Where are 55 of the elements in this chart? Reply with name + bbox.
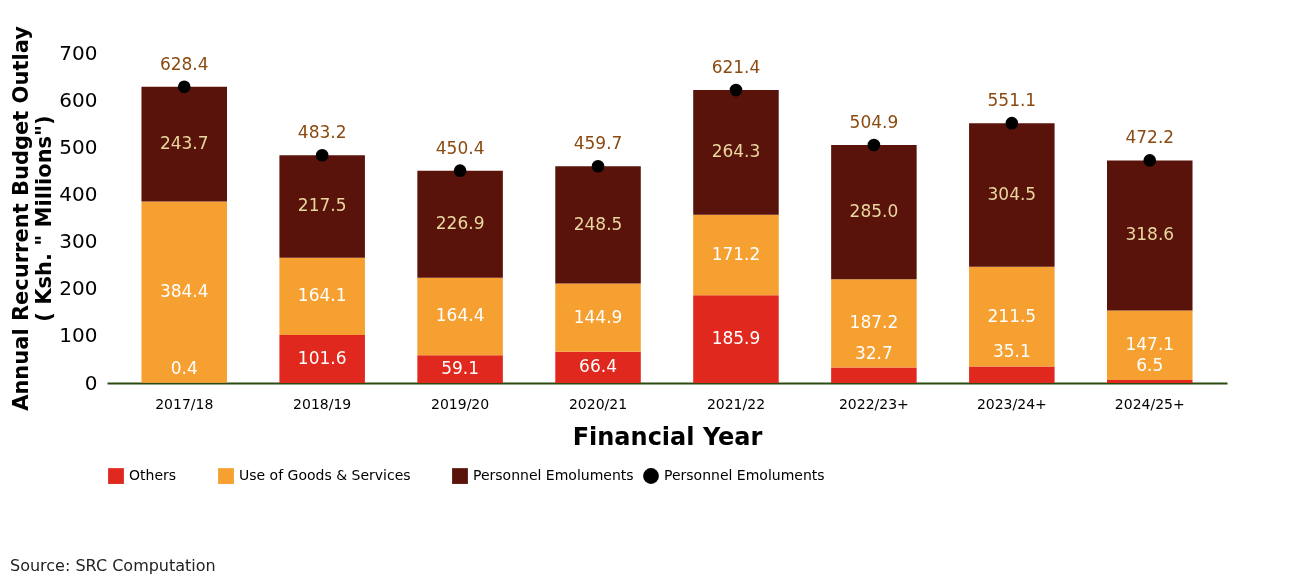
x-tick-label: 2018/19 (293, 395, 352, 412)
x-tick-label: 2019/20 (431, 395, 490, 412)
data-label: 551.1 (987, 90, 1037, 111)
source-note: Source: SRC Computation (10, 556, 216, 575)
legend-label: Personnel Emoluments (664, 467, 825, 483)
data-label: 59.1 (441, 358, 480, 379)
x-tick-label: 2021/22 (706, 395, 766, 412)
data-label: 144.9 (573, 306, 623, 327)
data-label: 6.5 (1136, 354, 1164, 375)
data-label: 211.5 (987, 305, 1037, 326)
data-label: 185.9 (711, 328, 761, 349)
y-tick-label: 700 (59, 40, 98, 65)
y-tick-label: 500 (59, 134, 98, 159)
data-label: 101.6 (297, 348, 347, 369)
x-tick-label: 2022/23+ (838, 395, 909, 412)
data-label: 35.1 (992, 341, 1031, 362)
data-label: 187.2 (849, 312, 899, 333)
data-label: 628.4 (159, 53, 209, 74)
x-tick-label: 2017/18 (155, 395, 214, 412)
data-label: 217.5 (297, 195, 347, 216)
x-tick-label: 2020/21 (568, 395, 628, 412)
data-label: 164.1 (297, 285, 347, 306)
x-tick-label: 2023/24+ (976, 395, 1047, 412)
y-tick-label: 0 (84, 370, 98, 395)
data-label: 171.2 (711, 244, 761, 265)
data-label: 450.4 (435, 137, 485, 158)
data-label: 248.5 (573, 213, 623, 234)
data-label: 0.4 (170, 357, 198, 378)
data-label: 318.6 (1125, 224, 1175, 245)
data-label: 459.7 (573, 133, 623, 154)
y-tick-label: 100 (59, 323, 98, 348)
data-label: 66.4 (579, 356, 617, 377)
data-label: 472.2 (1125, 127, 1175, 148)
y-axis-title: Annual Recurrent Budget Outlay ( Ksh. " Millions") (9, 25, 57, 411)
x-tick-label: 2024/25+ (1114, 395, 1185, 412)
legend-label: Personnel Emoluments (473, 467, 634, 484)
y-tick-label: 200 (59, 276, 98, 301)
y-tick-label: 400 (59, 181, 98, 206)
legend-label: Others (129, 467, 177, 484)
data-label: 504.9 (849, 111, 899, 132)
x-axis-title: Financial Year (572, 422, 763, 451)
data-label: 264.3 (711, 141, 761, 162)
data-label: 164.4 (435, 305, 485, 326)
data-label: 483.2 (297, 122, 347, 143)
data-label: 226.9 (435, 213, 485, 234)
data-label: 285.0 (849, 201, 899, 222)
data-label: 243.7 (159, 133, 209, 154)
data-label: 621.4 (711, 57, 761, 78)
legend-label: Use of Goods & Services (239, 467, 411, 484)
data-label: 304.5 (987, 183, 1037, 204)
data-label: 384.4 (159, 281, 209, 302)
data-label: 32.7 (854, 342, 893, 363)
y-tick-label: 600 (59, 87, 98, 112)
y-tick-label: 300 (59, 229, 98, 254)
data-label: 147.1 (1125, 334, 1175, 355)
